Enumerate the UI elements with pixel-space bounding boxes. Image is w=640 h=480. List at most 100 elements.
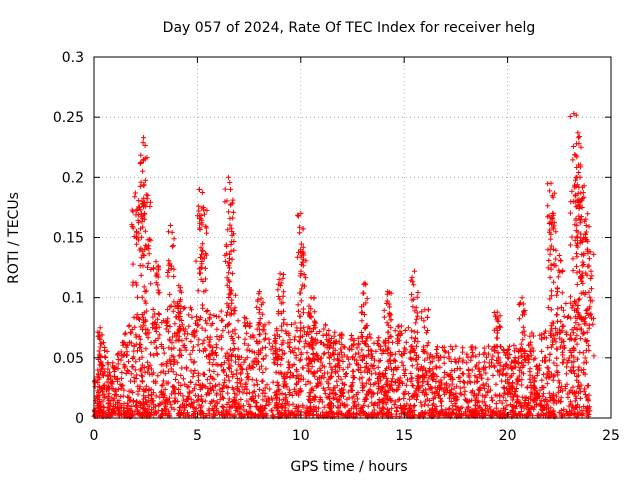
- data-point: [300, 256, 306, 262]
- data-point: [354, 410, 360, 416]
- data-point: [280, 293, 286, 299]
- data-point: [295, 403, 301, 409]
- data-point: [293, 382, 299, 388]
- data-point: [232, 353, 239, 359]
- data-point: [138, 179, 144, 185]
- data-point: [256, 407, 262, 413]
- data-point: [430, 396, 436, 402]
- data-point: [550, 374, 557, 380]
- data-point: [395, 341, 401, 347]
- data-point: [589, 273, 595, 279]
- data-point: [560, 360, 566, 366]
- data-point: [426, 368, 432, 374]
- data-point: [454, 414, 460, 420]
- data-point: [365, 403, 371, 409]
- data-point: [564, 381, 570, 387]
- data-point: [134, 241, 140, 247]
- data-point: [139, 248, 145, 254]
- data-point: [266, 397, 272, 403]
- data-point: [275, 311, 281, 317]
- data-point: [577, 220, 583, 226]
- data-point: [148, 392, 154, 398]
- data-point: [572, 177, 579, 183]
- data-point: [446, 390, 452, 396]
- data-point: [336, 396, 342, 402]
- data-point: [320, 332, 326, 338]
- data-point: [501, 349, 507, 355]
- data-point: [548, 323, 554, 329]
- data-point: [360, 352, 366, 359]
- data-point: [361, 281, 367, 287]
- data-point: [400, 363, 406, 369]
- data-point: [577, 164, 583, 170]
- data-point: [167, 323, 173, 330]
- data-point: [321, 341, 327, 347]
- data-point: [206, 316, 212, 322]
- data-point: [301, 325, 307, 331]
- data-point: [151, 379, 157, 385]
- data-point: [256, 393, 262, 399]
- data-point: [133, 359, 139, 365]
- data-point: [397, 332, 403, 338]
- data-point: [449, 347, 455, 353]
- data-point: [251, 412, 257, 418]
- data-point: [385, 351, 391, 357]
- data-point: [549, 320, 555, 326]
- data-point: [486, 351, 492, 357]
- data-point: [274, 332, 280, 338]
- data-point: [193, 258, 199, 264]
- data-point: [457, 366, 463, 372]
- data-point: [241, 314, 247, 320]
- data-point: [574, 333, 580, 339]
- data-point: [133, 332, 139, 338]
- data-point: [280, 271, 287, 278]
- data-point: [135, 391, 141, 397]
- data-point: [152, 311, 158, 317]
- data-point: [460, 345, 466, 351]
- y-tick-label: 0.25: [53, 110, 84, 126]
- data-point: [505, 347, 511, 353]
- data-point: [165, 229, 172, 235]
- data-point: [327, 344, 333, 350]
- data-point: [141, 310, 147, 316]
- data-point: [242, 336, 248, 342]
- data-point: [576, 133, 582, 140]
- data-point: [109, 395, 115, 401]
- data-point: [277, 271, 283, 277]
- data-point: [521, 308, 527, 314]
- data-point: [231, 341, 237, 347]
- data-point: [244, 330, 250, 336]
- data-point: [389, 382, 395, 388]
- data-point: [363, 360, 369, 367]
- data-point: [371, 340, 377, 346]
- data-point: [449, 367, 455, 373]
- data-point: [139, 294, 145, 300]
- data-point: [449, 381, 455, 387]
- data-point: [141, 195, 147, 201]
- data-point: [425, 340, 431, 346]
- data-point: [137, 336, 143, 342]
- data-point: [347, 361, 353, 367]
- data-point: [532, 355, 538, 361]
- data-point: [545, 410, 551, 416]
- data-point: [321, 326, 327, 332]
- data-point: [183, 364, 189, 370]
- data-point: [493, 313, 499, 319]
- data-point: [357, 406, 363, 412]
- data-point: [190, 374, 196, 380]
- data-point: [376, 342, 382, 348]
- data-point: [128, 340, 134, 346]
- data-point: [446, 383, 452, 389]
- data-point: [219, 346, 225, 352]
- data-point: [327, 361, 333, 367]
- data-point: [414, 329, 420, 335]
- data-point: [125, 342, 131, 348]
- data-point: [557, 344, 563, 350]
- data-point: [284, 322, 290, 328]
- data-point: [299, 286, 305, 292]
- data-point: [231, 238, 237, 245]
- data-point: [165, 307, 171, 313]
- data-point: [327, 404, 334, 410]
- data-point: [112, 401, 119, 407]
- data-point: [135, 217, 141, 223]
